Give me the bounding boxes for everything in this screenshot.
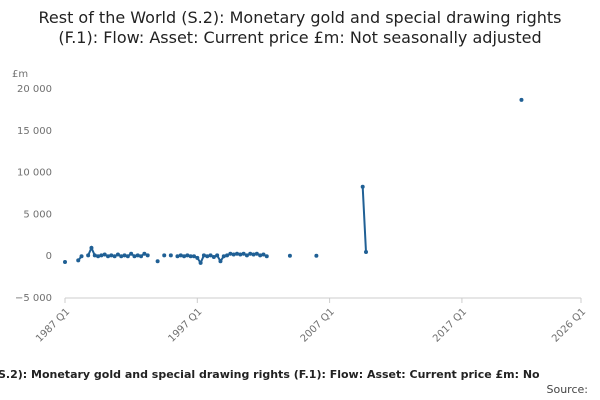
data-point <box>89 245 94 250</box>
data-point <box>109 253 114 258</box>
data-point <box>198 260 203 265</box>
data-point <box>168 253 173 258</box>
data-point <box>211 255 216 260</box>
data-point <box>63 260 67 265</box>
data-point <box>364 250 368 255</box>
data-point <box>261 252 266 257</box>
data-point <box>264 254 269 259</box>
x-tick-label: 1997 Q1 <box>166 306 204 344</box>
y-tick-label: 20 000 <box>17 84 52 95</box>
y-tick-label: 15 000 <box>17 126 52 137</box>
data-point <box>218 259 223 264</box>
y-tick-label: 5 000 <box>23 209 52 220</box>
x-tick-label: 2017 Q1 <box>431 306 469 344</box>
data-point <box>519 97 524 102</box>
x-tick-label: 2007 Q1 <box>299 306 337 344</box>
data-point <box>205 254 210 259</box>
data-point <box>96 254 101 259</box>
data-point <box>238 252 243 257</box>
data-point <box>86 253 91 258</box>
data-point <box>221 254 226 259</box>
y-tick-label: 0 <box>46 251 52 262</box>
data-point <box>155 259 160 264</box>
data-point <box>142 251 147 256</box>
data-point <box>360 184 365 189</box>
data-point <box>125 254 130 259</box>
data-point <box>129 251 134 256</box>
data-point <box>76 258 81 263</box>
data-point <box>139 254 144 259</box>
chart-title: Rest of the World (S.2): Monetary gold a… <box>38 8 562 47</box>
data-point <box>145 253 150 258</box>
data-point <box>122 253 127 258</box>
data-point <box>106 254 110 259</box>
data-point <box>254 251 259 256</box>
data-point <box>112 254 117 259</box>
data-point <box>192 254 196 259</box>
data-point <box>244 253 249 258</box>
data-point <box>314 253 319 258</box>
data-point <box>248 251 253 256</box>
data-point <box>231 252 236 257</box>
data-point <box>208 253 213 258</box>
data-point <box>225 253 230 258</box>
data-point <box>251 252 256 257</box>
data-point <box>92 253 97 258</box>
data-point <box>135 253 140 258</box>
series-line <box>78 100 521 263</box>
data-point <box>258 253 263 258</box>
data-point <box>162 253 167 258</box>
data-point <box>182 254 187 259</box>
data-point <box>215 253 220 258</box>
x-tick-label: 2026 Q1 <box>550 306 588 344</box>
data-point <box>188 254 193 259</box>
source: Source: <box>547 383 589 396</box>
y-unit: £m <box>12 69 28 80</box>
data-point <box>287 253 292 258</box>
data-point <box>195 255 200 260</box>
data-point <box>185 253 190 258</box>
data-point <box>235 251 239 256</box>
data-point <box>79 254 84 259</box>
data-point <box>201 253 206 258</box>
data-point <box>241 251 246 256</box>
data-point <box>178 253 183 258</box>
x-tick-label: 1987 Q1 <box>34 306 72 344</box>
data-point <box>228 251 233 256</box>
data-point <box>119 254 124 259</box>
data-point <box>102 252 107 257</box>
data-point <box>99 253 104 258</box>
y-tick-label: 10 000 <box>17 168 52 179</box>
footer-title: S.2): Monetary gold and special drawing … <box>0 368 540 381</box>
y-tick-label: −5 000 <box>15 293 52 304</box>
data-point <box>132 254 137 259</box>
data-point <box>175 254 180 259</box>
data-point <box>115 252 120 257</box>
